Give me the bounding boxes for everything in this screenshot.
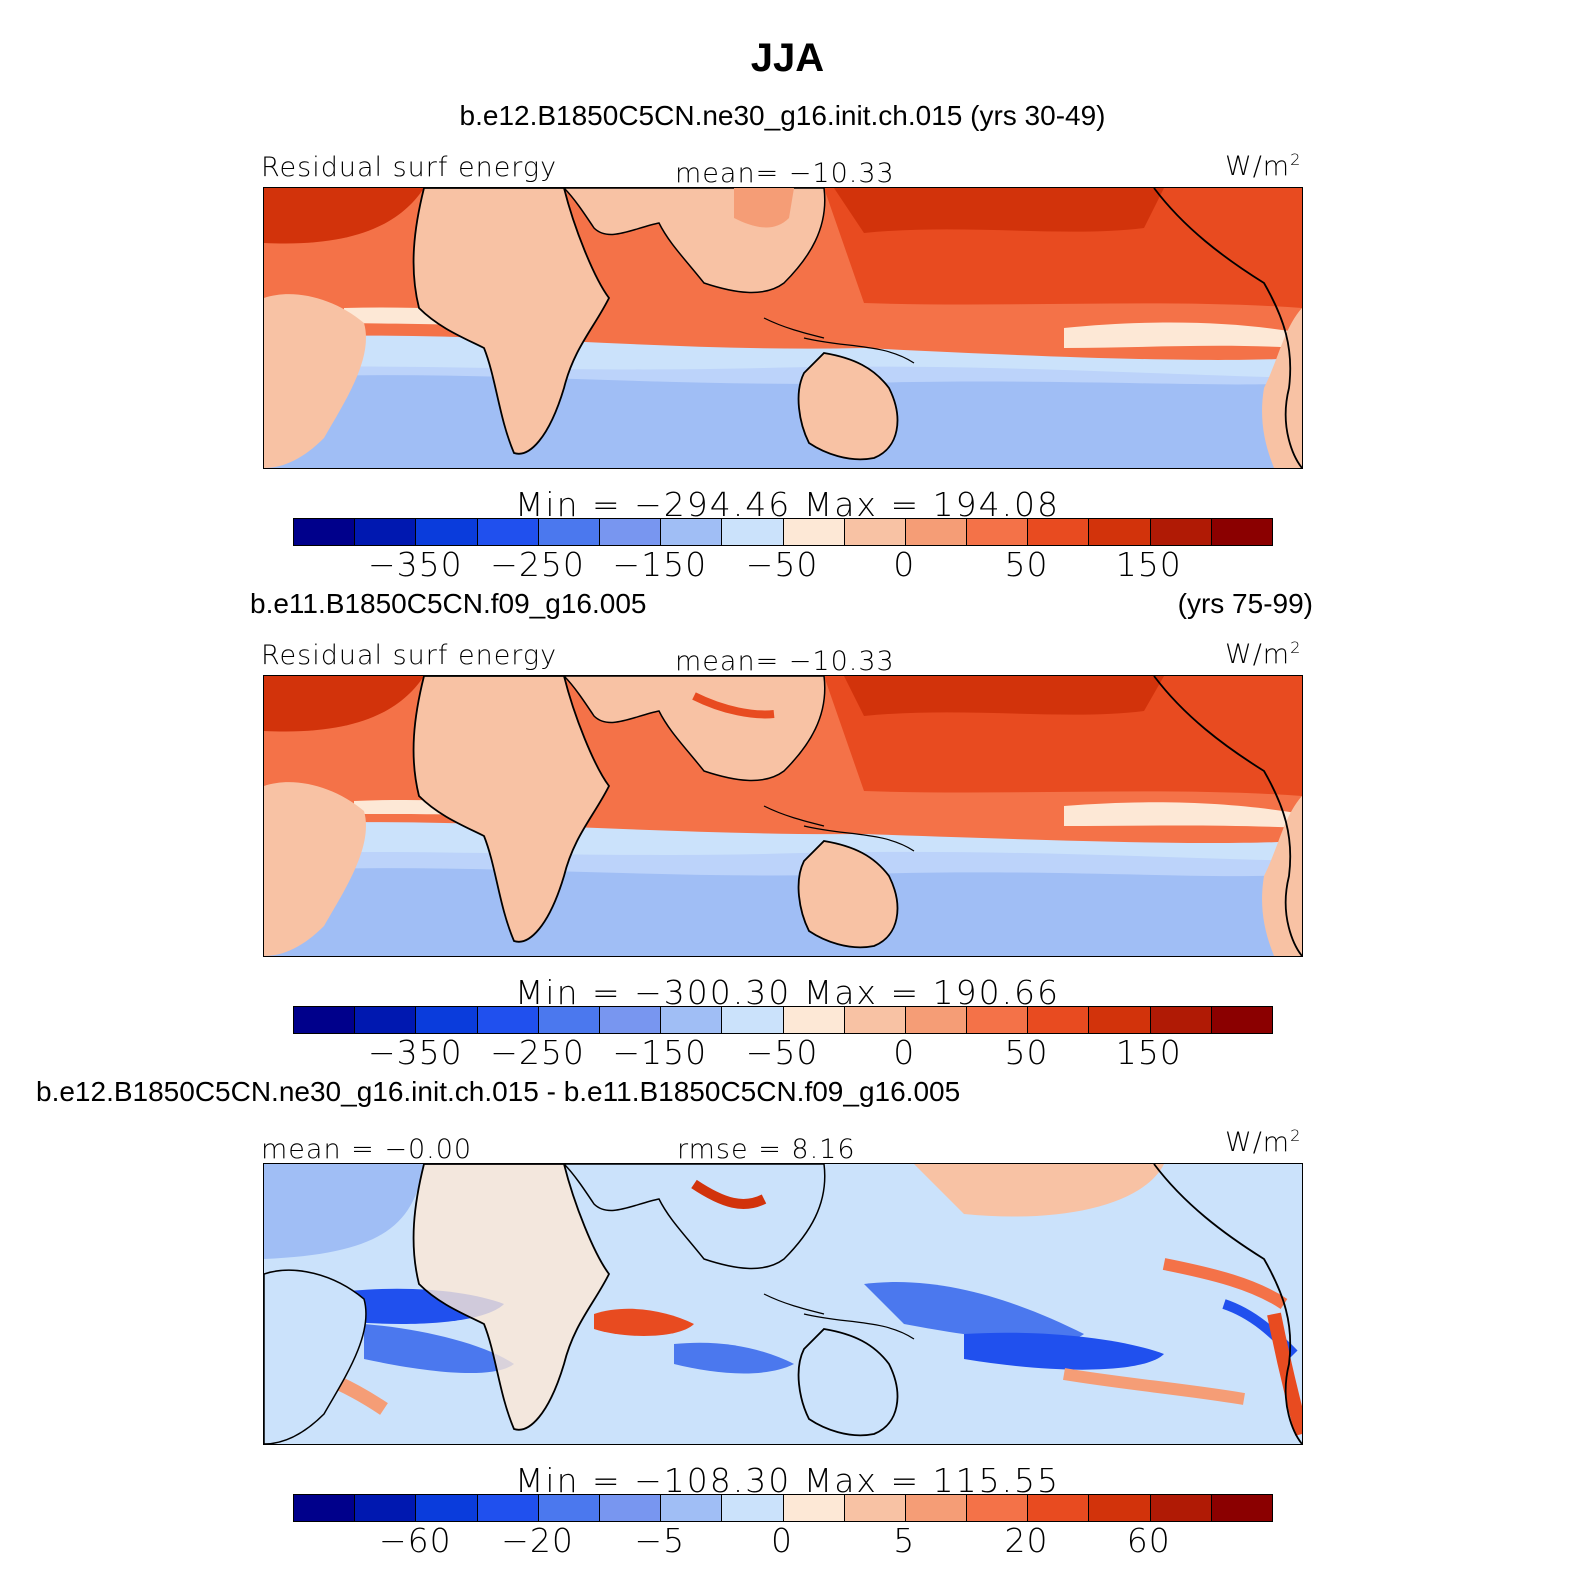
colorbar-segment [416, 1495, 478, 1521]
panel-2-colorbar [293, 1006, 1273, 1034]
colorbar-tick-label: 0 [771, 1521, 793, 1560]
colorbar-segment [722, 1495, 784, 1521]
colorbar-tick-label: 0 [893, 1033, 916, 1072]
colorbar-tick-label: 50 [1004, 545, 1049, 584]
colorbar-segment [844, 519, 906, 545]
colorbar-segment [294, 1495, 356, 1521]
colorbar-segment [538, 1007, 600, 1033]
colorbar-segment [355, 519, 417, 545]
colorbar-segment [294, 1007, 356, 1033]
colorbar-segment [1150, 1495, 1212, 1521]
colorbar-segment [355, 1007, 417, 1033]
panel-2-field [264, 676, 1302, 956]
colorbar-tick-label: 150 [1115, 1033, 1182, 1072]
panel-3-case-title: b.e12.B1850C5CN.ne30_g16.init.ch.015 - b… [36, 1076, 961, 1107]
colorbar-segment [967, 1007, 1029, 1033]
panel-3-map [263, 1163, 1303, 1445]
colorbar-segment [355, 1495, 417, 1521]
colorbar-segment [294, 519, 356, 545]
colorbar-segment [477, 1495, 539, 1521]
panel-1-map [263, 187, 1303, 469]
colorbar-tick-label: −150 [612, 545, 708, 584]
panel-1-mean-label: mean= −10.33 [675, 158, 895, 189]
colorbar-tick-label: 0 [893, 545, 916, 584]
panel-2-mean-label: mean= −10.33 [675, 646, 895, 677]
colorbar-tick-label: −50 [745, 1033, 819, 1072]
colorbar-segment [599, 1495, 662, 1521]
colorbar-tick-label: 50 [1004, 1033, 1049, 1072]
panel-1-units: W/m2 [1225, 150, 1302, 182]
panel-2-minmax: Min = −300.30 Max = 190.66 [514, 973, 1061, 1012]
panel-1-variable-label: Residual surf energy [261, 152, 558, 183]
colorbar-tick-label: 60 [1126, 1521, 1171, 1560]
colorbar-segment [538, 1495, 600, 1521]
colorbar-tick-label: 5 [893, 1521, 916, 1560]
colorbar-tick-label: 150 [1115, 545, 1182, 584]
colorbar-segment [661, 1007, 723, 1033]
colorbar-tick-label: −20 [501, 1521, 574, 1560]
colorbar-segment [844, 1495, 906, 1521]
colorbar-segment [1089, 519, 1151, 545]
colorbar-segment [1150, 519, 1212, 545]
figure-title: JJA [750, 36, 825, 80]
colorbar-segment [1089, 1007, 1151, 1033]
colorbar-segment [1028, 1007, 1090, 1033]
colorbar-segment [599, 1007, 662, 1033]
colorbar-segment [1211, 519, 1272, 545]
colorbar-tick-label: −250 [490, 545, 585, 584]
colorbar-segment [722, 1007, 784, 1033]
colorbar-segment [661, 519, 723, 545]
panel-3-rmse-label: rmse = 8.16 [677, 1134, 856, 1165]
colorbar-tick-label: 20 [1004, 1521, 1049, 1560]
colorbar-segment [599, 519, 662, 545]
panel-1-case-title: b.e12.B1850C5CN.ne30_g16.init.ch.015 (yr… [459, 100, 1106, 131]
panel-2-units: W/m2 [1225, 638, 1302, 670]
colorbar-segment [844, 1007, 906, 1033]
colorbar-segment [661, 1495, 723, 1521]
panel-1-minmax: Min = −294.46 Max = 194.08 [514, 485, 1061, 524]
colorbar-tick-label: −350 [367, 545, 463, 584]
panel-3-mean-label: mean = −0.00 [261, 1134, 473, 1165]
colorbar-segment [783, 519, 845, 545]
panel-3-units: W/m2 [1225, 1126, 1302, 1158]
colorbar-segment [783, 1495, 845, 1521]
panel-2-years: (yrs 75-99) [1177, 588, 1313, 619]
colorbar-tick-label: −250 [490, 1033, 585, 1072]
colorbar-segment [1028, 1495, 1090, 1521]
colorbar-segment [416, 1007, 478, 1033]
colorbar-tick-label: −50 [745, 545, 819, 584]
colorbar-segment [722, 519, 784, 545]
colorbar-segment [967, 1495, 1029, 1521]
colorbar-segment [477, 1007, 539, 1033]
colorbar-segment [1089, 1495, 1151, 1521]
colorbar-tick-label: −60 [378, 1521, 452, 1560]
colorbar-segment [1150, 1007, 1212, 1033]
panel-1-field [264, 188, 1302, 468]
panel-1-colorbar [293, 518, 1273, 546]
colorbar-segment [905, 1007, 968, 1033]
colorbar-segment [1028, 519, 1090, 545]
colorbar-tick-label: −350 [367, 1033, 463, 1072]
colorbar-segment [538, 519, 600, 545]
colorbar-segment [1211, 1495, 1272, 1521]
panel-2-map [263, 675, 1303, 957]
colorbar-segment [477, 519, 539, 545]
colorbar-tick-label: −150 [612, 1033, 708, 1072]
colorbar-segment [1211, 1007, 1272, 1033]
colorbar-segment [905, 519, 968, 545]
panel-3-field [264, 1164, 1302, 1444]
colorbar-segment [416, 519, 478, 545]
panel-3-minmax: Min = −108.30 Max = 115.55 [514, 1461, 1061, 1500]
panel-2-case-title: b.e11.B1850C5CN.f09_g16.005 [250, 588, 647, 619]
colorbar-segment [967, 519, 1029, 545]
panel-2-variable-label: Residual surf energy [261, 640, 558, 671]
colorbar-segment [783, 1007, 845, 1033]
colorbar-tick-label: −5 [634, 1521, 686, 1560]
colorbar-segment [905, 1495, 968, 1521]
panel-3-colorbar [293, 1494, 1273, 1522]
